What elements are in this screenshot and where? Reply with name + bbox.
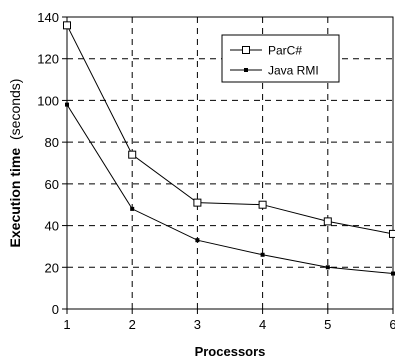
- y-axis-label-unit: (seconds): [7, 79, 23, 140]
- x-tick-label: 6: [389, 317, 395, 332]
- data-point-parc: [193, 198, 202, 207]
- y-axis-label: Execution time (seconds): [7, 79, 23, 248]
- y-tick-label: 80: [45, 135, 59, 150]
- x-tick-label: 2: [129, 317, 136, 332]
- plot-area: [66, 16, 394, 310]
- y-tick-label: 20: [45, 260, 59, 275]
- data-point-java-rmi: [65, 102, 69, 107]
- legend-box: [221, 34, 340, 83]
- legend-marker-parc: [242, 46, 250, 54]
- x-tick-label: 3: [194, 317, 201, 332]
- legend-marker-javarmi: [244, 68, 248, 72]
- data-point-java-rmi: [195, 238, 200, 243]
- y-tick-label: 140: [37, 10, 59, 25]
- data-point-java-rmi: [325, 265, 330, 270]
- data-point-java-rmi: [260, 252, 265, 257]
- axis-ticks: 0 20 40 60 80 100 120 140 1 2 3 4 5 6: [37, 10, 395, 332]
- x-tick-label: 1: [63, 317, 70, 332]
- y-tick-label: 60: [45, 177, 59, 192]
- data-point-parc: [389, 229, 395, 238]
- series-line-java-rmi: [66, 104, 394, 274]
- y-tick-label: 100: [37, 93, 59, 108]
- data-point-parc: [63, 21, 71, 30]
- data-point-parc: [128, 150, 137, 159]
- x-tick-label: 5: [324, 317, 331, 332]
- x-tick-label: 4: [259, 317, 266, 332]
- data-point-parc: [258, 200, 267, 209]
- series-line-parc: [66, 25, 394, 235]
- series-layer: [63, 21, 395, 276]
- data-point-parc: [323, 217, 332, 226]
- x-axis-label: Processors: [195, 344, 266, 359]
- y-tick-label: 0: [52, 302, 59, 317]
- data-point-java-rmi: [391, 271, 395, 276]
- y-tick-label: 40: [45, 219, 59, 234]
- y-tick-label: 120: [37, 52, 59, 67]
- y-axis-label-main: Execution time: [7, 148, 23, 248]
- data-point-java-rmi: [130, 206, 135, 211]
- legend: ParC# Java RMI: [221, 34, 340, 83]
- legend-label-parc: ParC#: [268, 44, 302, 58]
- legend-label-javarmi: Java RMI: [268, 64, 319, 78]
